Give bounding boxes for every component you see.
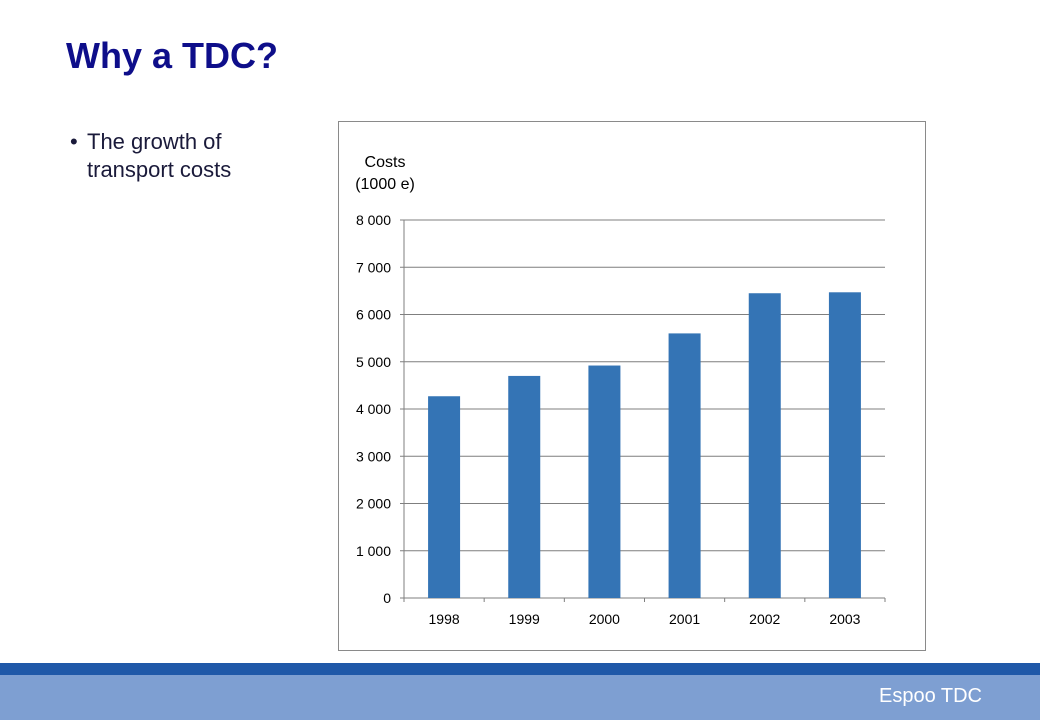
y-tick-label: 6 000 — [356, 307, 391, 323]
bar-2001 — [668, 333, 701, 598]
bar-1999 — [508, 375, 541, 598]
bullet-marker: • — [70, 129, 78, 154]
slide-title: Why a TDC? — [66, 35, 278, 76]
bar-2000 — [588, 365, 621, 598]
x-tick-label: 2001 — [669, 611, 700, 627]
y-tick-label: 5 000 — [356, 354, 391, 370]
y-tick-label: 2 000 — [356, 496, 391, 512]
x-tick-label: 1998 — [429, 611, 460, 627]
y-tick-label: 3 000 — [356, 448, 391, 464]
footer-band — [0, 675, 1040, 720]
footer-label: Espoo TDC — [878, 685, 982, 707]
bar-2003 — [828, 292, 861, 598]
y-axis-title: (1000 e) — [355, 176, 415, 193]
y-tick-label: 0 — [383, 590, 391, 606]
bar-2002 — [748, 293, 781, 598]
x-tick-label: 2002 — [749, 611, 780, 627]
x-tick-label: 2003 — [829, 611, 860, 627]
y-tick-label: 7 000 — [356, 259, 391, 275]
x-tick-label: 2000 — [589, 611, 620, 627]
bullet-item-transport-costs: The growth of transport costs — [87, 129, 232, 182]
chart-frame: Costs (1000 e) 0 1 000 2 000 3 000 4 000 5 000 6… — [338, 121, 926, 651]
y-tick-label: 4 000 — [356, 401, 391, 417]
bar-1998 — [428, 396, 461, 598]
footer-stripe — [0, 663, 1040, 675]
x-tick-label: 1999 — [509, 611, 540, 627]
bullet-list: • The growth of transport costs — [70, 128, 300, 184]
y-axis-title: Costs — [365, 154, 406, 171]
y-tick-label: 8 000 — [356, 212, 391, 228]
bar-chart: Costs (1000 e) 0 1 000 2 000 3 000 4 000 5 000 6… — [355, 154, 886, 627]
y-tick-label: 1 000 — [356, 543, 391, 559]
